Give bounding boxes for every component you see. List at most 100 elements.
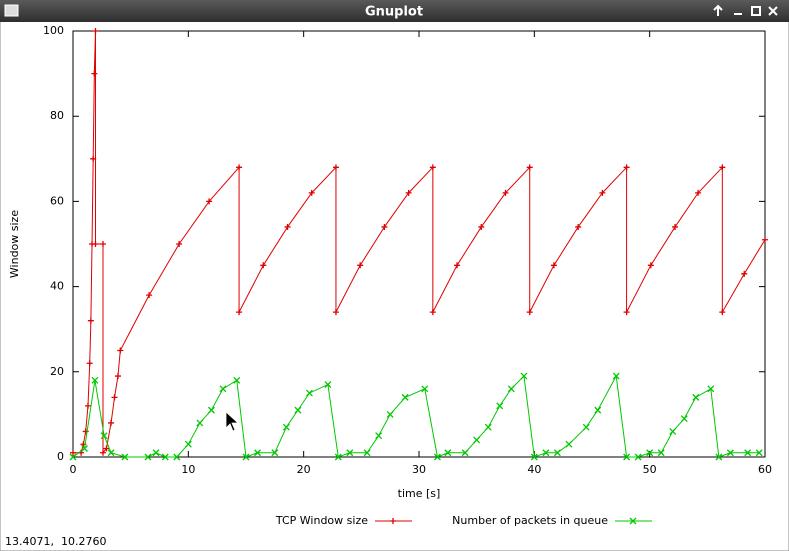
point-marker (219, 385, 227, 393)
point-marker (623, 164, 630, 171)
point-marker (715, 453, 723, 461)
point-marker (92, 241, 99, 247)
point-marker (108, 419, 115, 426)
legend-label: Number of packets in queue (452, 514, 608, 527)
window-title: Gnuplot (365, 5, 423, 20)
close-button[interactable] (768, 6, 778, 16)
point-marker (363, 449, 371, 457)
title-bar (0, 0, 789, 22)
y-axis-label: Window size (8, 210, 21, 278)
x-tick-label: 30 (412, 463, 426, 476)
point-marker (233, 376, 241, 384)
point-marker (146, 292, 153, 299)
point-marker (294, 406, 302, 414)
point-marker (152, 449, 160, 457)
point-marker (565, 440, 573, 448)
point-marker (444, 449, 452, 457)
point-marker (429, 164, 436, 171)
x-axis-label: time [s] (398, 487, 441, 500)
point-marker (612, 372, 620, 380)
point-marker (496, 402, 504, 410)
point-marker (207, 406, 215, 414)
point-marker (719, 309, 726, 316)
point-marker (184, 440, 192, 448)
point-marker (260, 262, 267, 269)
point-marker (744, 449, 752, 457)
point-marker (87, 317, 94, 324)
point-marker (454, 262, 461, 269)
point-marker (84, 402, 91, 409)
point-marker (646, 449, 654, 457)
point-marker (236, 309, 243, 316)
point-marker (726, 449, 734, 457)
point-marker (461, 449, 469, 457)
point-marker (707, 385, 715, 393)
point-marker (550, 262, 557, 269)
point-marker (176, 241, 183, 247)
point-marker (429, 309, 436, 316)
point-marker (405, 189, 412, 196)
point-marker (719, 164, 726, 171)
point-marker (594, 406, 602, 414)
point-marker (254, 449, 261, 457)
point-marker (672, 223, 679, 230)
point-marker (433, 453, 441, 461)
x-tick-label: 50 (643, 463, 657, 476)
point-marker (755, 449, 763, 457)
point-marker (520, 372, 528, 380)
point-marker (332, 309, 339, 316)
point-marker (530, 453, 538, 461)
point-marker (762, 236, 768, 243)
point-marker (86, 360, 93, 367)
maximize-button[interactable] (751, 6, 761, 16)
point-marker (308, 189, 315, 196)
y-tick-label: 60 (50, 194, 64, 207)
point-marker (741, 270, 748, 277)
legend-marker (390, 518, 396, 524)
x-tick-label: 40 (527, 463, 541, 476)
point-marker (669, 427, 677, 435)
point-marker (634, 453, 642, 461)
point-marker (401, 393, 409, 401)
point-marker (553, 449, 561, 457)
point-marker (236, 164, 243, 171)
point-marker (103, 445, 110, 452)
point-marker (305, 389, 313, 397)
point-marker (82, 428, 89, 435)
point-marker (114, 373, 121, 380)
point-marker (70, 449, 76, 456)
point-marker (144, 453, 152, 461)
point-marker (91, 376, 99, 384)
point-marker (161, 453, 169, 461)
point-marker (206, 198, 213, 205)
point-marker (507, 385, 515, 393)
point-marker (92, 28, 99, 34)
point-marker (623, 453, 631, 461)
point-marker (386, 410, 394, 418)
point-marker (623, 309, 630, 316)
window-menu-icon[interactable] (4, 4, 19, 17)
point-marker (478, 223, 485, 230)
x-tick-label: 20 (297, 463, 311, 476)
raise-button[interactable] (713, 4, 723, 16)
y-tick-label: 0 (57, 450, 64, 463)
point-marker (100, 432, 108, 440)
x-tick-label: 10 (181, 463, 195, 476)
point-marker (421, 385, 429, 393)
x-tick-label: 0 (70, 463, 77, 476)
point-marker (242, 453, 250, 461)
point-marker (332, 164, 339, 171)
point-marker (502, 189, 509, 196)
point-marker (647, 262, 654, 269)
point-marker (526, 309, 533, 316)
mouse-cursor (225, 411, 240, 432)
point-marker (69, 453, 77, 461)
point-marker (473, 436, 481, 444)
y-tick-label: 100 (43, 24, 64, 37)
point-marker (99, 241, 106, 247)
point-marker (375, 432, 383, 440)
point-marker (575, 223, 582, 230)
point-marker (680, 415, 688, 423)
point-marker (357, 262, 364, 269)
